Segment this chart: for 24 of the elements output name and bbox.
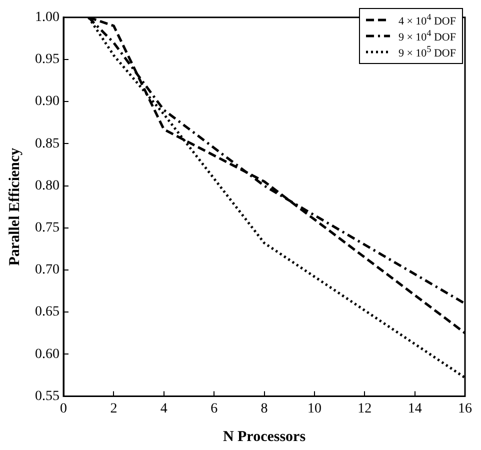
legend-label: 4 × 10$^{4}$ DOF [398,12,456,28]
x-tick-label: 2 [110,401,118,416]
y-tick-label: 0.75 [35,220,60,236]
x-tick-label: 4 [160,401,168,416]
y-tick-label: 0.70 [35,262,60,278]
x-tick-label: 6 [210,401,218,416]
x-tick-label: 14 [408,401,422,416]
y-tick-label: 0.85 [35,136,60,152]
x-axis-title: N Processors [222,428,306,445]
legend-label: 9 × 10$^{4}$ DOF [398,28,456,44]
y-tick-label: 1.00 [35,10,60,26]
y-tick-label: 0.80 [35,178,60,194]
legend-label: 9 × 10$^{5}$ DOF [398,44,456,60]
y-tick-label: 0.90 [35,94,60,110]
x-tick-label: 16 [458,401,472,416]
x-tick-label: 0 [60,401,67,416]
y-tick-label: 0.60 [35,346,60,362]
y-tick-label: 0.65 [35,304,60,320]
y-tick-label: 0.95 [35,52,60,68]
x-tick-label: 8 [260,401,268,416]
y-tick-label: 0.55 [35,388,60,404]
y-axis-title: Parallel Efficiency [6,147,23,266]
x-tick-label: 12 [358,401,372,416]
x-tick-label: 10 [307,401,322,416]
